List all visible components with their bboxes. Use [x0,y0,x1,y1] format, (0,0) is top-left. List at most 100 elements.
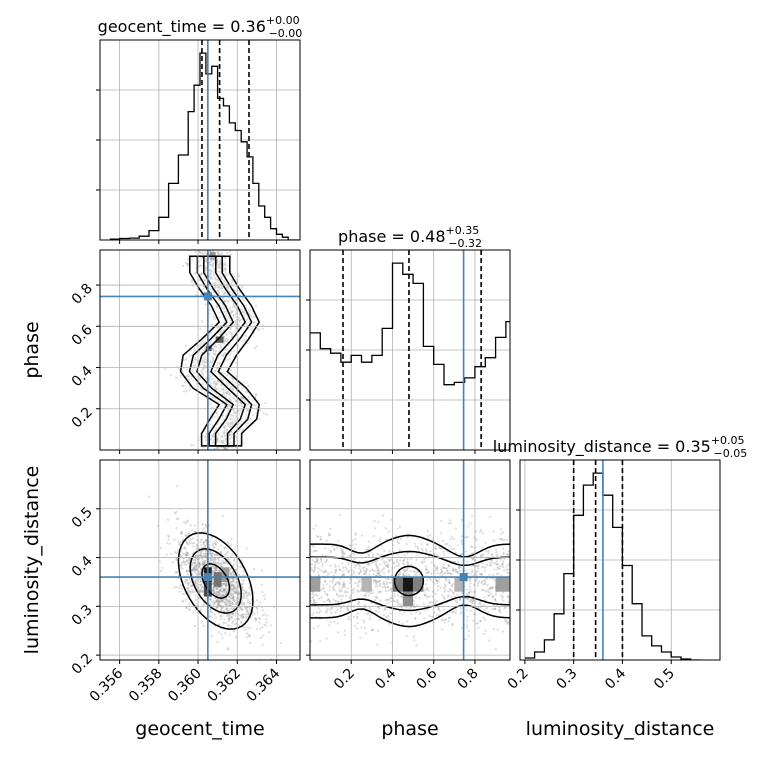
panel-phase-vs-luminosity-distance-sample-point [392,562,396,565]
panel-phase-vs-luminosity-distance-sample-point [471,600,474,604]
panel-phase-vs-luminosity-distance-sample-point [452,537,455,541]
panel-geocent-time-vs-phase-sample-point [216,412,219,415]
panel-phase-vs-luminosity-distance-sample-point [325,583,328,586]
panel-geocent-time-vs-luminosity-distance-sample-point [230,580,233,583]
panel-geocent-time-vs-phase-sample-point [224,447,227,450]
panel-geocent-time-vs-phase-sample-point [218,361,221,364]
panel-phase-vs-luminosity-distance-sample-point [388,560,391,563]
panel-phase-vs-luminosity-distance-sample-point [387,598,390,601]
panel-geocent-time-vs-luminosity-distance-sample-point [213,569,216,573]
panel-phase-vs-luminosity-distance-sample-point [407,573,410,577]
panel-geocent-time-vs-phase-sample-point [212,434,215,437]
panel-geocent-time-vs-luminosity-distance-sample-point [209,550,212,553]
panel-geocent-time-vs-phase-sample-point [223,292,226,295]
panel-geocent-time-vs-luminosity-distance-sample-point [214,570,217,573]
panel-phase-vs-luminosity-distance-sample-point [506,568,509,571]
panel-geocent-time-vs-phase-sample-point [220,388,223,391]
panel-geocent-time-vs-luminosity-distance-sample-point [183,534,187,537]
panel-phase-vs-luminosity-distance-sample-point [311,614,314,617]
panel-geocent-time-vs-phase-sample-point [229,328,232,331]
panel-phase-vs-luminosity-distance-sample-point [493,568,496,571]
panel-geocent-time-vs-luminosity-distance-sample-point [247,599,250,602]
panel-geocent-time-vs-phase-sample-point [224,264,227,267]
panel-phase-vs-luminosity-distance-sample-point [338,568,341,571]
panel-phase-vs-luminosity-distance-sample-point [348,581,351,585]
panel-geocent-time-vs-phase-sample-point [216,262,219,265]
panel-geocent-time-vs-phase-sample-point [224,301,227,304]
panel-geocent-time-vs-luminosity-distance-sample-point [224,601,227,604]
panel-geocent-time-vs-phase-sample-point [219,260,222,263]
panel-geocent-time-vs-luminosity-distance-sample-point [187,519,190,522]
panel-geocent-time-vs-phase-sample-point [231,280,235,283]
panel-geocent-time-vs-luminosity-distance-sample-point [177,517,180,520]
panel-phase-vs-luminosity-distance-sample-point [441,618,444,621]
panel-geocent-time-vs-luminosity-distance-sample-point [229,544,232,547]
panel-phase-vs-luminosity-distance-sample-point [381,514,384,517]
panel-phase-vs-luminosity-distance-sample-point [360,534,363,537]
panel-phase-vs-luminosity-distance-sample-point [502,553,506,556]
panel-geocent-time-vs-phase-sample-point [212,262,215,265]
panel-geocent-time-vs-luminosity-distance-sample-point [242,597,245,600]
panel-geocent-time-vs-phase-sample-point [216,382,219,386]
panel-geocent-time-vs-luminosity-distance-sample-point [248,586,251,589]
panel-geocent-time-vs-phase-sample-point [220,346,223,349]
panel-phase-vs-luminosity-distance-sample-point [328,600,331,603]
panel-geocent-time-vs-phase-sample-point [222,426,225,429]
panel-phase-vs-luminosity-distance-sample-point [447,522,450,525]
panel-geocent-time-vs-phase-sample-point [220,287,223,290]
panel-phase-vs-luminosity-distance-sample-point [500,574,503,577]
panel-geocent-time-vs-luminosity-distance-sample-point [245,596,248,600]
panel-phase-vs-luminosity-distance-sample-point [413,603,416,606]
panel-phase-vs-luminosity-distance-sample-point [450,595,453,598]
panel-phase-vs-luminosity-distance-sample-point [401,622,404,626]
panel-geocent-time-vs-luminosity-distance-sample-point [218,623,221,626]
panel-phase-vs-luminosity-distance-sample-point [475,622,478,625]
panel-phase-vs-luminosity-distance-sample-point [487,594,490,597]
panel-phase-vs-luminosity-distance-sample-point [460,518,464,522]
panel-geocent-time-vs-luminosity-distance-sample-point [215,599,218,602]
panel-geocent-time-vs-luminosity-distance-sample-point [252,568,256,571]
panel-geocent-time-vs-phase-sample-point [211,357,214,360]
panel-geocent-time-vs-phase-sample-point [220,434,223,438]
panel-phase-vs-luminosity-distance-sample-point [500,554,503,558]
xtick-label-luminosity-distance: 0.2 [505,666,532,693]
panel-phase-vs-luminosity-distance-sample-point [449,589,452,592]
panel-geocent-time-vs-phase-sample-point [216,438,219,441]
panel-geocent-time-vs-phase-sample-point [252,321,255,324]
panel-geocent-time-vs-luminosity-distance-sample-point [238,624,241,627]
panel-phase-vs-luminosity-distance-sample-point [343,633,346,636]
panel-geocent-time-vs-phase-sample-point [226,422,229,425]
panel-geocent-time-vs-luminosity-distance-sample-point [182,552,185,555]
panel-geocent-time-vs-luminosity-distance-sample-point [219,544,222,547]
panel-geocent-time-vs-phase-sample-point [230,436,234,440]
panel-phase-vs-luminosity-distance-sample-point [507,600,510,604]
panel-phase-vs-luminosity-distance-sample-point [455,600,458,603]
panel-phase-vs-luminosity-distance-sample-point [357,572,360,575]
panel-phase-vs-luminosity-distance-sample-point [507,571,510,575]
panel-phase-vs-luminosity-distance-sample-point [367,554,370,557]
panel-geocent-time-vs-luminosity-distance-sample-point [229,612,232,616]
panel-phase-vs-luminosity-distance-sample-point [341,552,344,555]
contour-phase-vs-luminosity-distance [310,534,510,628]
panel-phase-vs-luminosity-distance-sample-point [320,560,323,563]
panel-phase-vs-luminosity-distance-sample-point [401,559,405,562]
panel-phase-vs-luminosity-distance-content [310,514,510,651]
panel-phase-vs-luminosity-distance-sample-point [449,519,452,522]
panel-phase-vs-luminosity-distance-sample-point [400,595,403,599]
panel-phase-vs-luminosity-distance-sample-point [435,569,438,572]
panel-geocent-time-vs-phase-frame [99,249,301,451]
panel-geocent-time-vs-phase-sample-point [258,328,261,331]
panel-phase-vs-luminosity-distance-sample-point [376,572,379,575]
panel-geocent-time-vs-phase-sample-point [200,363,204,366]
panel-geocent-time-vs-luminosity-distance-sample-point [222,622,225,625]
panel-phase-vs-luminosity-distance-sample-point [460,627,463,630]
panel-phase-vs-luminosity-distance-sample-point [312,545,315,548]
panel-phase-vs-luminosity-distance-sample-point [389,597,392,600]
panel-phase-vs-luminosity-distance-sample-point [353,570,356,574]
panel-geocent-time-vs-phase-sample-point [181,384,184,387]
panel-geocent-time-vs-luminosity-distance-sample-point [214,557,217,561]
panel-phase-vs-luminosity-distance-sample-point [328,585,331,588]
panel-phase-vs-luminosity-distance-sample-point [372,534,375,538]
panel-phase-vs-luminosity-distance-sample-point [313,599,316,602]
panel-geocent-time-vs-luminosity-distance-sample-point [195,582,198,585]
